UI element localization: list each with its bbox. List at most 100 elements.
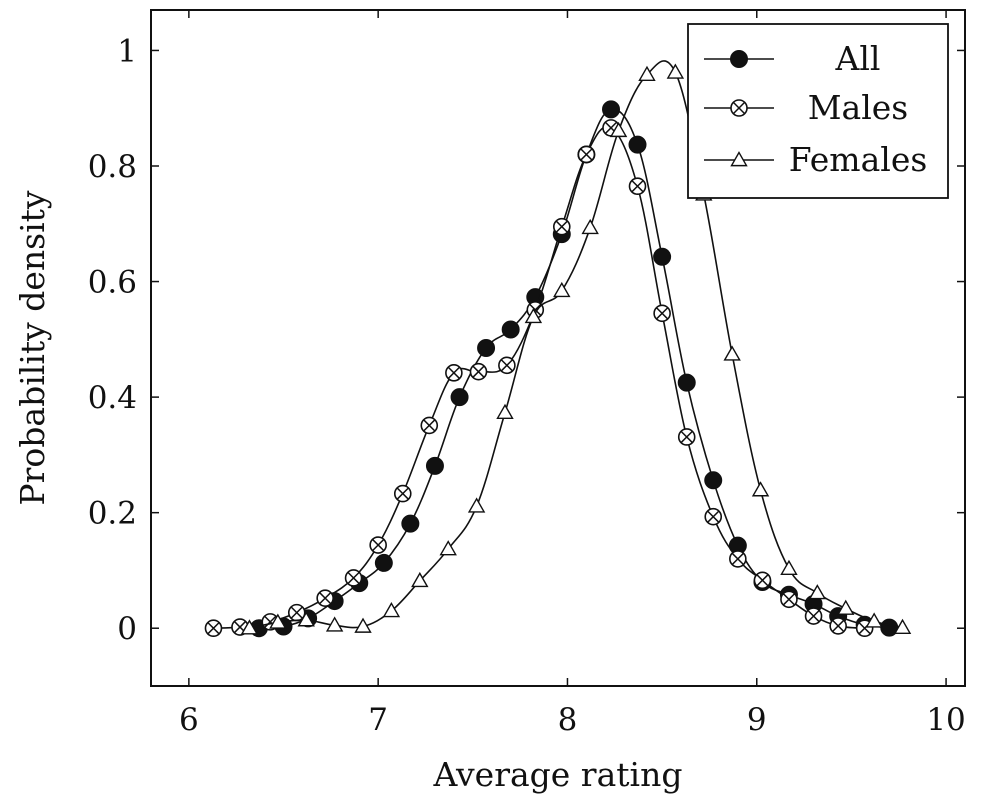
series-males-point — [829, 617, 847, 635]
series-all-point — [501, 320, 520, 339]
series-males-point — [628, 177, 647, 196]
series-males-point-cross-b — [807, 609, 820, 623]
series-all-point — [450, 388, 469, 407]
y-tick-label: 0.4 — [88, 380, 137, 416]
series-males-point-cross-b — [500, 359, 514, 372]
series-males — [204, 119, 874, 638]
series-females-point — [382, 601, 401, 618]
series-males-point-cross-b — [347, 571, 360, 585]
series-all-point — [425, 456, 444, 475]
series-females-point — [865, 612, 883, 628]
series-males-point — [552, 217, 571, 236]
series-all-point — [677, 373, 696, 392]
series-all-point — [653, 247, 672, 266]
series-females-point — [354, 617, 372, 633]
legend-all-label: All — [835, 39, 881, 78]
series-males-point-cross-b — [207, 622, 220, 635]
series-males-point-cross-b — [731, 552, 744, 566]
x-tick-label: 9 — [747, 702, 767, 738]
series-females-point — [297, 611, 315, 627]
series-females-point — [893, 618, 912, 634]
series-males-point-cross-b — [832, 619, 845, 633]
series-males-point-cross-b — [290, 606, 303, 619]
series-males-point-cross-b — [555, 220, 568, 233]
series-females-point — [609, 121, 628, 138]
series-males-point-cross-b — [372, 538, 385, 552]
series-males-point-cross-b — [680, 430, 693, 444]
plot-frame — [150, 9, 966, 687]
series-males-point-cross-b — [264, 615, 277, 628]
series-females-point — [269, 613, 287, 629]
series-males-point — [577, 145, 596, 164]
y-tick-label: 0.8 — [88, 149, 137, 185]
series-layer — [204, 60, 912, 638]
series-females-point — [524, 307, 543, 324]
series-males-point — [677, 428, 696, 446]
series-males-point-cross-b — [707, 510, 720, 523]
series-females-point — [837, 599, 855, 615]
series-females-point — [808, 584, 827, 600]
series-males-point-cross-b — [655, 307, 669, 320]
series-all-point — [704, 471, 723, 490]
series-males-point — [804, 607, 823, 625]
x-axis-label: Average rating — [433, 755, 683, 794]
series-females-point — [240, 619, 259, 635]
series-males-point — [780, 590, 798, 609]
legend-females-label: Females — [789, 140, 928, 179]
legend-females-marker — [730, 151, 748, 167]
series-males-point-cross-b — [319, 592, 332, 605]
legend-males-marker — [730, 99, 748, 117]
series-males-point — [498, 356, 516, 375]
series-males-point-cross-b — [782, 593, 796, 606]
y-tick-label: 0 — [117, 611, 137, 647]
series-all-point — [602, 100, 621, 119]
series-males-point-cross-b — [447, 366, 461, 379]
series-females-point — [411, 571, 429, 588]
series-males-point — [420, 416, 439, 435]
series-males-point — [316, 589, 334, 607]
series-all-point — [374, 553, 393, 572]
series-females-point — [751, 481, 770, 497]
series-females-point — [496, 403, 514, 420]
series-males-point-cross-b — [580, 148, 593, 161]
series-females-point — [581, 218, 599, 235]
series-males-point — [204, 619, 223, 638]
series-males-point — [369, 536, 387, 554]
series-males-point-cross-b — [631, 180, 644, 193]
series-males-point — [469, 362, 488, 381]
tick-layer: 6 7 8 9 10 0 0.2 0.4 0.6 0.8 1 — [88, 10, 966, 738]
series-males-point-cross-b — [233, 620, 247, 634]
series-males-point-cross-b — [756, 574, 769, 587]
series-females-point — [723, 345, 741, 361]
legend: All Males Females — [687, 23, 949, 199]
series-males-point — [753, 571, 772, 590]
series-males-point — [393, 484, 412, 503]
series-males-point — [729, 550, 747, 568]
series-males-point-cross-b — [472, 365, 485, 378]
series-males-point — [287, 603, 306, 622]
series-females-point — [467, 497, 486, 513]
legend-males-label: Males — [808, 88, 908, 127]
series-all-point — [477, 339, 496, 357]
y-tick-label: 0.2 — [88, 496, 137, 532]
series-males-point — [445, 364, 463, 382]
series-all-point — [628, 135, 647, 154]
series-females-point — [780, 559, 798, 576]
x-tick-label: 6 — [179, 702, 199, 738]
series-males-point-cross-b — [604, 121, 618, 134]
series-females-point — [638, 65, 656, 82]
y-tick-label: 1 — [117, 33, 137, 69]
series-females-point — [666, 63, 685, 79]
series-all-point — [401, 514, 420, 533]
series-males-point — [344, 569, 363, 587]
series-males-point-cross-b — [396, 487, 409, 500]
x-tick-label: 7 — [368, 702, 388, 738]
series-males-point — [704, 507, 723, 526]
x-tick-label: 8 — [558, 702, 578, 738]
series-females-point — [553, 281, 571, 298]
legend-males-marker-cross-b — [732, 101, 746, 115]
y-tick-label: 0.6 — [88, 265, 137, 301]
legend-all-marker — [730, 50, 748, 68]
series-females-point — [325, 616, 344, 632]
